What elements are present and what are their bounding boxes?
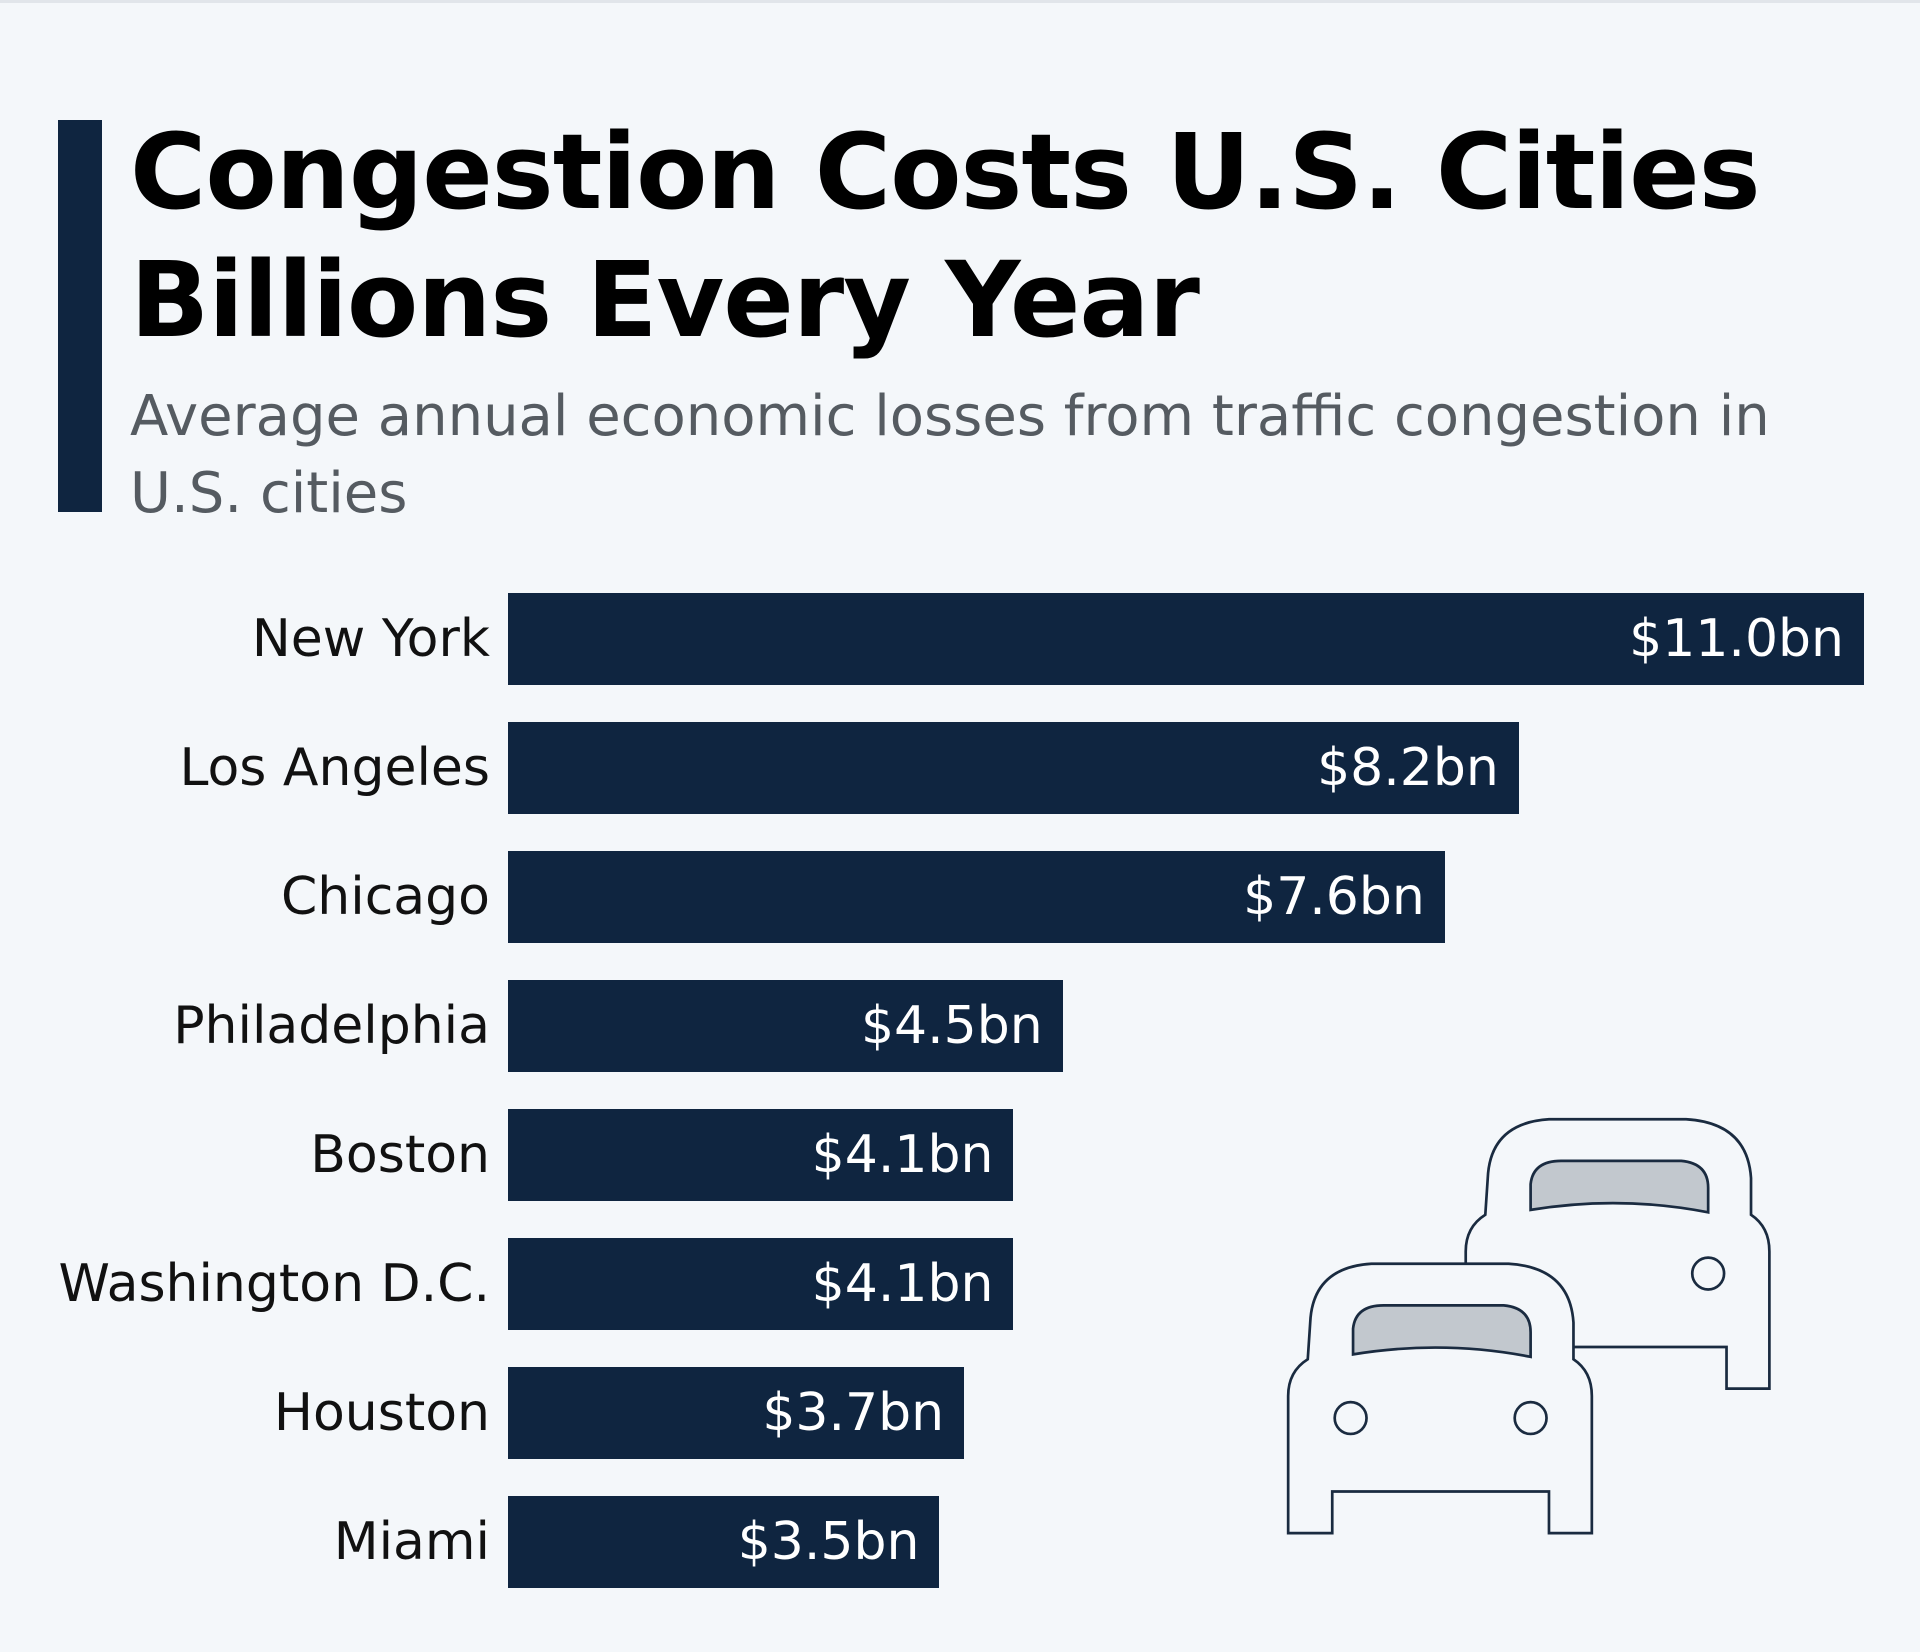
category-label: Chicago — [281, 867, 490, 927]
data-label: $4.1bn — [811, 1254, 994, 1314]
bar: $4.5bn — [508, 980, 1063, 1072]
category-label: New York — [251, 609, 490, 669]
bar: $7.6bn — [508, 851, 1445, 943]
category-label: Los Angeles — [179, 738, 490, 798]
data-label: $3.7bn — [762, 1383, 945, 1443]
bar: $8.2bn — [508, 722, 1519, 814]
data-label: $4.1bn — [811, 1125, 994, 1185]
category-label: Houston — [273, 1383, 490, 1443]
category-label: Washington D.C. — [58, 1254, 490, 1314]
bar: $3.5bn — [508, 1496, 940, 1588]
category-label: Boston — [310, 1125, 490, 1185]
top-divider — [0, 0, 1920, 3]
data-label: $4.5bn — [860, 996, 1043, 1056]
title-accent-bar — [58, 120, 102, 512]
category-label: Philadelphia — [173, 996, 490, 1056]
data-label: $7.6bn — [1243, 867, 1425, 927]
data-label: $8.2bn — [1317, 738, 1499, 798]
chart-title: Congestion Costs U.S. Cities Billions Ev… — [130, 111, 1761, 361]
front-car-icon — [1286, 1262, 1594, 1535]
bar: $3.7bn — [508, 1367, 965, 1459]
data-label: $3.5bn — [737, 1512, 920, 1572]
bar: $4.1bn — [508, 1238, 1014, 1330]
bar: $4.1bn — [508, 1109, 1014, 1201]
chart-subtitle: Average annual economic losses from traf… — [130, 384, 1770, 526]
data-label: $11.0bn — [1629, 609, 1844, 669]
bar: $11.0bn — [508, 593, 1864, 685]
category-label: Miami — [333, 1512, 490, 1572]
